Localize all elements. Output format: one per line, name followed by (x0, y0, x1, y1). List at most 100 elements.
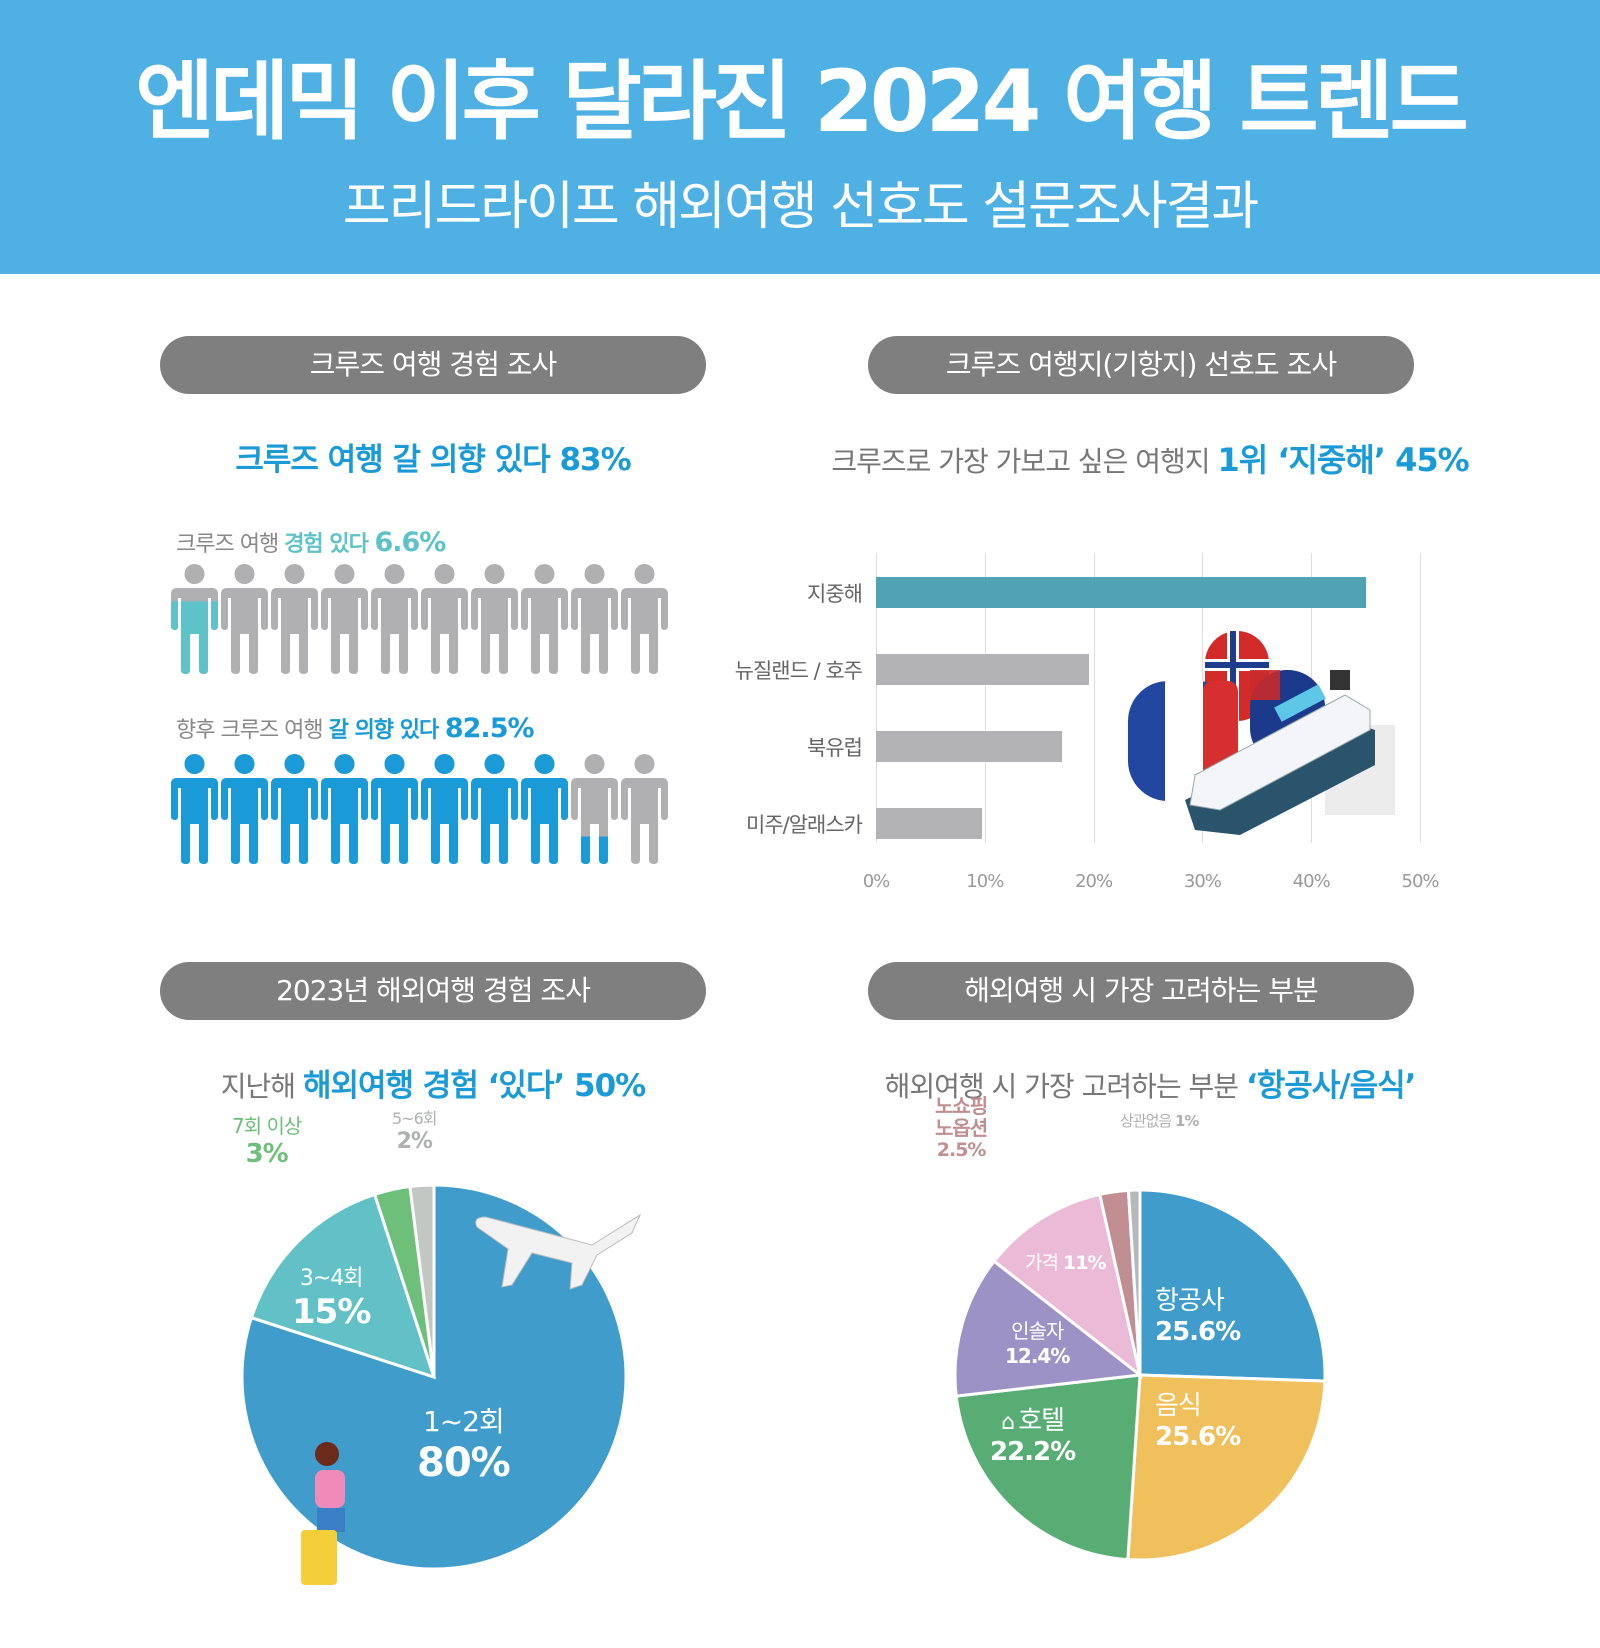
person-icon (421, 754, 468, 864)
person-figure (521, 754, 568, 864)
consideration-pie-chart: 항공사 25.6% 음식 25.6% ⌂ 호텔 22.2% 인솔자 12.4% 가격 11% 노쇼… (935, 1095, 1327, 1562)
label-prefix: 크루즈 여행 (176, 532, 285, 557)
person-icon (571, 564, 618, 674)
person-figure (171, 564, 218, 674)
category-label: 지중해 (807, 582, 863, 606)
page-title: 엔데믹 이후 달라진 2024 여행 트렌드 (135, 52, 1469, 152)
headline-highlight: ‘항공사/음식’ (1245, 1068, 1416, 1104)
airplane-icon (475, 1213, 642, 1290)
person-icon (371, 564, 418, 674)
person-figure (371, 754, 418, 864)
headline-prefix: 크루즈로 가장 가보고 싶은 여행지 (831, 445, 1218, 478)
bar (876, 731, 1063, 762)
category-label: 미주/알래스카 (746, 813, 863, 837)
pie-label-3-4: 3~4회 15% (292, 1266, 371, 1332)
destination-bar-chart: 0% 10% 20% 30% 40% 50% 지중해 뉴질랜드 / 호주 북유럽 미주/알래스카 (735, 553, 1440, 895)
person-figure (371, 564, 418, 674)
pie-label-7-plus: 7회 이상 3% (232, 1114, 302, 1169)
person-icon (521, 564, 568, 674)
pie-label-1-2: 1~2회 80% (417, 1405, 511, 1486)
person-figure (571, 754, 618, 864)
gridline (1093, 553, 1095, 843)
person-figure (221, 754, 268, 864)
person-icon (271, 754, 318, 864)
person-icon (221, 564, 268, 674)
person-figure (571, 564, 618, 674)
pictogram-row-intent (171, 754, 668, 864)
label-highlight: 경험 있다 (284, 532, 375, 557)
person-icon (271, 564, 318, 674)
section-pill-cruise-destination: 크루즈 여행지(기항지) 선호도 조사 (868, 336, 1414, 394)
label-cruise-experienced: 크루즈 여행 경험 있다 6.6% (176, 526, 446, 558)
headline-overseas-2023: 지난해 해외여행 경험 ‘있다’ 50% (160, 1066, 706, 1107)
pie-label-no-shopping: 노쇼핑 노옵션 2.5% (935, 1094, 988, 1161)
person-icon (521, 754, 568, 864)
pie-label-hotel: ⌂ 호텔 22.2% (990, 1406, 1076, 1467)
label-prefix: 향후 크루즈 여행 (176, 718, 329, 743)
headline-consideration: 해외여행 시 가장 고려하는 부분 ‘항공사/음식’ (830, 1066, 1470, 1107)
person-icon (171, 754, 218, 864)
person-icon (621, 754, 668, 864)
person-figure (621, 564, 668, 674)
pie-slice (954, 1373, 1142, 1562)
x-tick-label: 50% (1401, 871, 1439, 892)
person-figure (471, 754, 518, 864)
headline-highlight: 해외여행 경험 ‘있다’ 50% (302, 1068, 646, 1104)
pie-slice (1138, 1188, 1327, 1383)
person-figure (421, 564, 468, 674)
person-figure (471, 564, 518, 674)
bar (876, 577, 1366, 608)
pie-slice (408, 1183, 436, 1378)
person-icon (221, 754, 268, 864)
x-tick-label: 30% (1183, 871, 1222, 892)
pie-label-price: 가격 11% (1025, 1252, 1106, 1274)
pie-label-airline: 항공사 25.6% (1155, 1286, 1241, 1347)
pie-svg (953, 1188, 1327, 1562)
pictogram-row-experienced (171, 564, 668, 674)
headline-highlight: 1위 ‘지중해’ 45% (1217, 441, 1469, 479)
headline-prefix: 해외여행 시 가장 고려하는 부분 (884, 1070, 1246, 1103)
pie-slice (953, 1259, 1144, 1398)
person-icon (171, 564, 218, 674)
person-figure (271, 564, 318, 674)
bar (876, 654, 1090, 685)
pie-slice (1126, 1373, 1327, 1562)
bar (876, 808, 982, 839)
pie-label-guide: 인솔자 12.4% (1005, 1319, 1070, 1368)
pie-label-5-6: 5~6회 2% (392, 1109, 437, 1154)
hotel-icon: ⌂ (1001, 1410, 1015, 1435)
person-icon (571, 754, 618, 864)
person-figure (271, 754, 318, 864)
label-cruise-intent: 향후 크루즈 여행 갈 의향 있다 82.5% (176, 712, 535, 744)
label-highlight: 갈 의향 있다 (328, 718, 445, 743)
gridline (876, 553, 877, 843)
x-tick-label: 20% (1075, 871, 1113, 892)
person-icon (621, 564, 668, 674)
headline-prefix: 지난해 (220, 1070, 303, 1103)
overseas-frequency-pie-chart: 1~2회 80% 3~4회 15% 7회 이상 3% 5~6회 2% (232, 1109, 642, 1585)
category-label: 북유럽 (807, 736, 863, 760)
traveler-icon (301, 1442, 345, 1585)
pie-slice (992, 1192, 1143, 1379)
cruise-ship-flags-illustration (1128, 631, 1395, 835)
section-pill-cruise-experience: 크루즈 여행 경험 조사 (160, 336, 706, 394)
person-figure (421, 754, 468, 864)
person-figure (521, 564, 568, 674)
label-value: 82.5% (444, 713, 535, 744)
pie-slice (1126, 1188, 1142, 1376)
person-icon (471, 754, 518, 864)
headline-cruise-intent: 크루즈 여행 갈 의향 있다 83% (235, 442, 631, 478)
person-figure (621, 754, 668, 864)
person-icon (421, 564, 468, 674)
x-tick-label: 10% (966, 871, 1004, 892)
label-value: 6.6% (374, 527, 446, 558)
pie-label-indifferent: 상관없음 1% (1120, 1112, 1199, 1130)
section-pill-overseas-2023: 2023년 해외여행 경험 조사 (160, 962, 706, 1020)
gridline (984, 553, 986, 843)
person-icon (321, 754, 368, 864)
gridline (1420, 553, 1421, 843)
person-icon (371, 754, 418, 864)
x-tick-label: 0% (862, 871, 891, 892)
person-figure (221, 564, 268, 674)
person-icon (471, 564, 518, 674)
